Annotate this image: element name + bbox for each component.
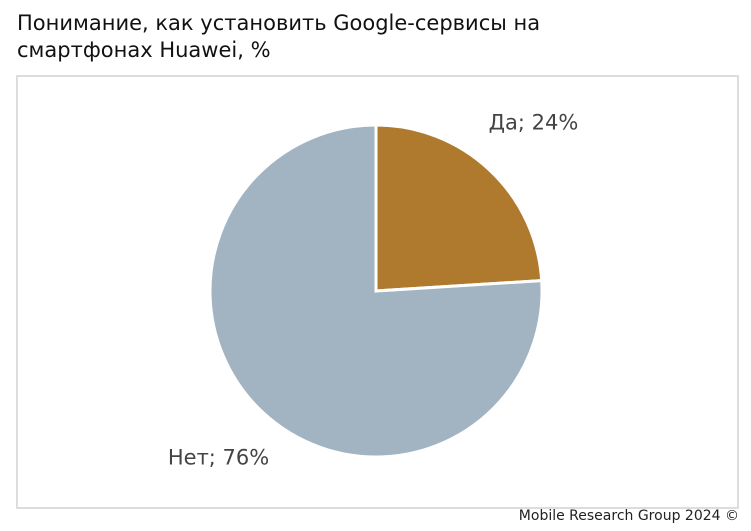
pie-slice xyxy=(208,123,544,459)
pie-slice xyxy=(374,123,544,293)
data-label: Да; 24% xyxy=(489,110,579,134)
data-label: Нет; 76% xyxy=(168,446,269,470)
chart-title: Понимание, как установить Google-сервисы… xyxy=(17,11,541,62)
chart-frame xyxy=(16,75,739,509)
source: Mobile Research Group 2024 © xyxy=(518,508,739,524)
